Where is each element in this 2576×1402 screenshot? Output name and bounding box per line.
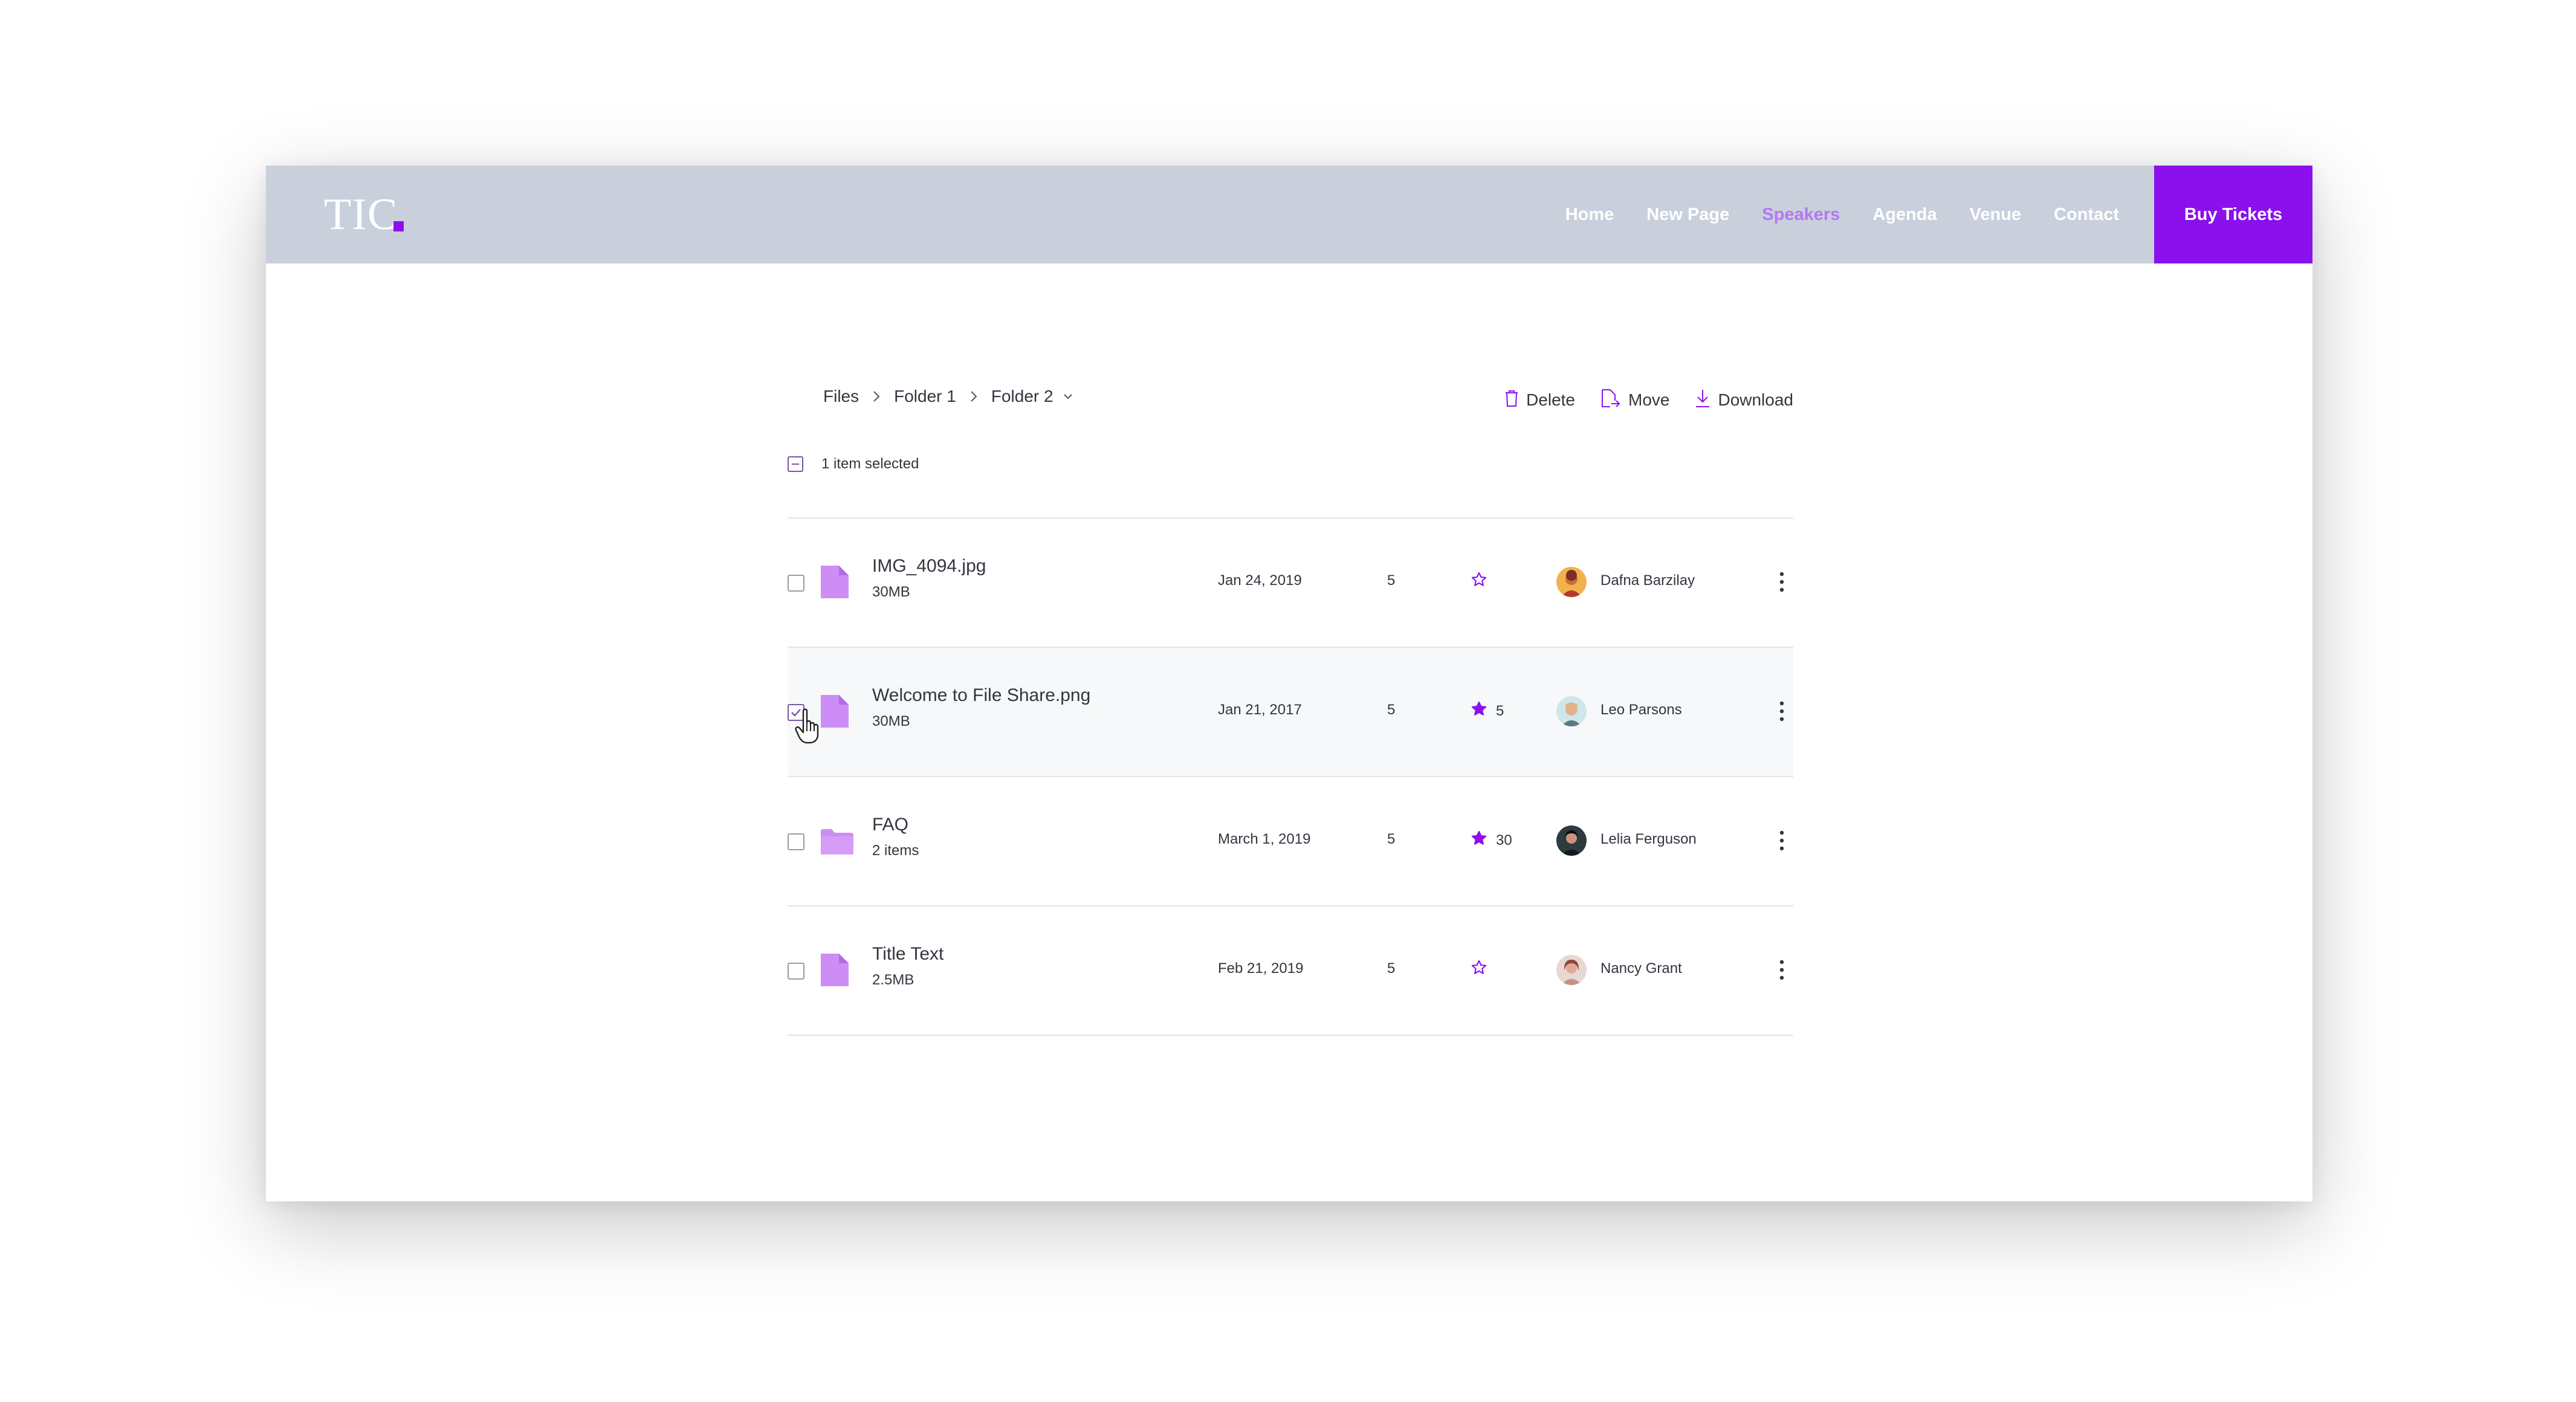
breadcrumb-folder-1[interactable]: Folder 1 (894, 387, 956, 405)
star-outline-icon (1471, 571, 1487, 592)
file-count: 5 (1387, 831, 1396, 847)
nav-item-new-page[interactable]: New Page (1646, 204, 1730, 224)
delete-label: Delete (1526, 390, 1575, 409)
avatar (1556, 955, 1587, 985)
file-count: 5 (1387, 702, 1396, 718)
avatar (1556, 825, 1587, 856)
breadcrumb-folder-2[interactable]: Folder 2 (991, 387, 1053, 405)
breadcrumb: Files Folder 1 Folder 2 (823, 383, 1074, 410)
select-all-checkbox[interactable] (788, 456, 803, 472)
owner-name: Lelia Ferguson (1600, 831, 1697, 847)
selection-count: 1 item selected (821, 456, 919, 472)
top-navbar: TIC Home New Page Speakers Agenda Venue … (266, 166, 2312, 263)
favorite-toggle[interactable]: 5 (1471, 700, 1504, 722)
nav-item-venue[interactable]: Venue (1969, 204, 2022, 224)
owner-name: Leo Parsons (1600, 702, 1682, 718)
download-button[interactable]: Download (1695, 389, 1793, 412)
star-count: 5 (1496, 702, 1504, 719)
download-label: Download (1718, 390, 1793, 409)
more-options-icon[interactable] (1778, 570, 1786, 593)
avatar (1556, 696, 1587, 726)
table-row[interactable]: FAQ 2 items March 1, 2019 5 30 Lelia Fer… (788, 777, 1793, 906)
file-name[interactable]: Title Text (872, 944, 944, 964)
file-icon (821, 954, 849, 989)
nav-item-agenda[interactable]: Agenda (1872, 204, 1937, 224)
file-table: IMG_4094.jpg 30MB Jan 24, 2019 5 Dafna B… (788, 517, 1793, 1036)
more-options-icon[interactable] (1778, 700, 1786, 723)
chevron-right-icon (872, 390, 881, 403)
chevron-down-icon[interactable] (1062, 392, 1074, 401)
file-size: 30MB (872, 584, 910, 600)
star-outline-icon (1471, 959, 1487, 980)
star-filled-icon (1471, 830, 1487, 851)
row-checkbox[interactable] (788, 833, 804, 850)
nav-item-contact[interactable]: Contact (2054, 204, 2119, 224)
owner-name: Nancy Grant (1600, 960, 1682, 977)
file-icon (821, 566, 849, 601)
favorite-toggle[interactable] (1471, 959, 1496, 980)
star-filled-icon (1471, 700, 1487, 722)
file-name[interactable]: IMG_4094.jpg (872, 556, 986, 576)
folder-name[interactable]: FAQ (872, 815, 909, 835)
file-count: 5 (1387, 960, 1396, 977)
app-window: TIC Home New Page Speakers Agenda Venue … (266, 166, 2312, 1201)
folder-item-count: 2 items (872, 842, 919, 859)
download-icon (1695, 389, 1710, 412)
delete-button[interactable]: Delete (1504, 389, 1575, 412)
file-name[interactable]: Welcome to File Share.png (872, 685, 1091, 705)
favorite-toggle[interactable] (1471, 571, 1496, 592)
table-row[interactable]: Title Text 2.5MB Feb 21, 2019 5 Nancy Gr… (788, 906, 1793, 1036)
row-checkbox[interactable] (788, 963, 804, 980)
nav-item-home[interactable]: Home (1565, 204, 1614, 224)
selection-bar: 1 item selected (788, 452, 919, 476)
buy-tickets-button[interactable]: Buy Tickets (2154, 166, 2312, 263)
breadcrumb-files[interactable]: Files (823, 387, 859, 405)
folder-icon (821, 829, 853, 858)
favorite-toggle[interactable]: 30 (1471, 830, 1512, 851)
row-checkbox[interactable] (788, 575, 804, 592)
nav-item-speakers[interactable]: Speakers (1762, 204, 1840, 224)
site-logo[interactable]: TIC (324, 190, 398, 239)
more-options-icon[interactable] (1778, 829, 1786, 852)
trash-icon (1504, 389, 1519, 412)
owner-name: Dafna Barzilay (1600, 572, 1695, 589)
main-nav: Home New Page Speakers Agenda Venue Cont… (1565, 166, 2119, 263)
move-button[interactable]: Move (1600, 389, 1669, 412)
file-size: 30MB (872, 713, 910, 729)
hand-cursor-icon (795, 708, 824, 748)
move-file-icon (1600, 389, 1621, 412)
move-label: Move (1628, 390, 1670, 409)
file-date: Jan 24, 2019 (1218, 572, 1302, 589)
star-count: 30 (1496, 832, 1512, 848)
action-toolbar: Delete Move Download (1504, 387, 1793, 413)
more-options-icon[interactable] (1778, 958, 1786, 981)
table-row[interactable]: IMG_4094.jpg 30MB Jan 24, 2019 5 Dafna B… (788, 518, 1793, 648)
avatar (1556, 567, 1587, 597)
file-date: Feb 21, 2019 (1218, 960, 1304, 977)
file-date: Jan 21, 2017 (1218, 702, 1302, 718)
file-count: 5 (1387, 572, 1396, 589)
chevron-right-icon (969, 390, 978, 403)
file-size: 2.5MB (872, 972, 914, 988)
logo-accent-square (393, 221, 404, 231)
file-date: March 1, 2019 (1218, 831, 1311, 847)
file-icon (821, 695, 849, 731)
table-row[interactable]: Welcome to File Share.png 30MB Jan 21, 2… (788, 648, 1793, 777)
